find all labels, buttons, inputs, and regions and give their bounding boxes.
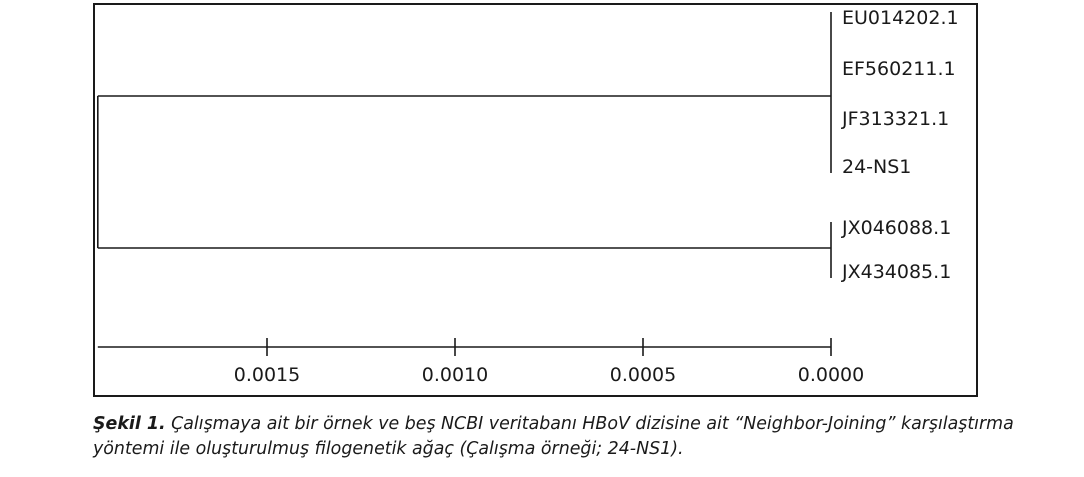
- leaf-labels: EU014202.1 EF560211.1 JF313321.1 24-NS1 JX04…: [841, 7, 959, 283]
- phylogenetic-tree: EU014202.1 EF560211.1 JF313321.1 24-NS1 JX04…: [97, 7, 959, 386]
- scale-tick-label: 0.0015: [234, 364, 300, 386]
- leaf-label: EF560211.1: [842, 58, 956, 80]
- leaf-label: JF313321.1: [841, 108, 949, 130]
- figure-caption: Şekil 1. Çalışmaya ait bir örnek ve beş …: [93, 412, 1078, 462]
- figure-frame: [93, 3, 978, 397]
- caption-label: Şekil 1.: [93, 414, 166, 434]
- scale-tick-label: 0.0005: [610, 364, 676, 386]
- caption-text: Çalışmaya ait bir örnek ve beş NCBI veri…: [93, 414, 1014, 459]
- scale-tick-label: 0.0000: [798, 364, 864, 386]
- leaf-label: EU014202.1: [842, 7, 959, 29]
- scale-tick-label: 0.0010: [422, 364, 488, 386]
- tree-branches: [97, 12, 832, 278]
- leaf-label: JX434085.1: [841, 261, 951, 283]
- leaf-label: 24-NS1: [842, 156, 911, 178]
- leaf-label: JX046088.1: [841, 217, 951, 239]
- scale-axis: 0.0015 0.0010 0.0005 0.0000: [97, 338, 864, 386]
